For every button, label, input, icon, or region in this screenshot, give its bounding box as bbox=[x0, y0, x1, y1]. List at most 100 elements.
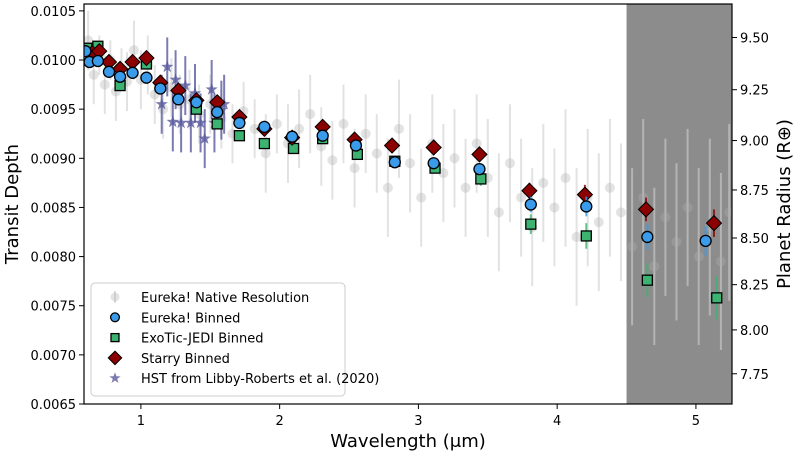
data-point bbox=[258, 137, 271, 150]
plot-area bbox=[84, 4, 732, 404]
x-tick-label: 1 bbox=[137, 414, 145, 429]
data-point bbox=[371, 148, 382, 159]
data-point bbox=[724, 207, 732, 218]
legend-label: ExoTic-JEDI Binned bbox=[141, 332, 263, 347]
data-point bbox=[184, 116, 197, 129]
legend-label: Eureka! Native Resolution bbox=[141, 291, 309, 306]
data-point bbox=[516, 192, 527, 203]
data-point bbox=[504, 158, 515, 169]
data-point bbox=[113, 70, 127, 83]
data-point bbox=[693, 251, 704, 262]
data-point bbox=[427, 157, 440, 170]
data-point bbox=[349, 163, 360, 174]
data-point bbox=[249, 123, 260, 134]
data-point bbox=[649, 261, 660, 272]
data-point bbox=[126, 66, 139, 79]
data-point bbox=[493, 207, 504, 218]
legend-label: HST from Libby-Roberts et al. (2020) bbox=[141, 372, 379, 387]
legend-marker-circle bbox=[109, 312, 121, 323]
data-point bbox=[637, 201, 655, 218]
data-point bbox=[233, 130, 246, 142]
axes-frame bbox=[83, 3, 733, 405]
axes: 1 2 3 4 5 0.0065 0.0070 0.0075 0.0080 0.0085 0.009… bbox=[31, 3, 769, 429]
y-right-tick-label: 8.50 bbox=[740, 232, 769, 247]
y-tick-label: 0.0075 bbox=[31, 300, 77, 315]
data-point bbox=[549, 202, 560, 213]
data-point bbox=[715, 256, 726, 267]
data-point bbox=[393, 123, 404, 134]
plot-content bbox=[84, 4, 732, 404]
y-tick-label: 0.0070 bbox=[31, 349, 77, 364]
y-right-tick-label: 9.50 bbox=[740, 32, 769, 47]
data-point bbox=[473, 162, 486, 176]
data-point bbox=[84, 45, 92, 58]
data-point bbox=[99, 79, 110, 90]
data-point bbox=[604, 182, 615, 193]
data-point bbox=[460, 182, 471, 193]
data-point bbox=[641, 230, 654, 244]
data-point bbox=[174, 116, 188, 129]
data-point bbox=[471, 138, 482, 149]
data-point bbox=[525, 218, 537, 230]
data-point bbox=[194, 116, 207, 129]
x-tick-label: 2 bbox=[276, 414, 284, 429]
y-axis-right-label: Planet Radius (R⊕) bbox=[774, 119, 795, 289]
data-point bbox=[91, 54, 105, 68]
x-tick-label: 3 bbox=[414, 414, 422, 429]
data-point bbox=[294, 123, 305, 134]
data-point bbox=[660, 212, 671, 223]
data-point bbox=[615, 207, 626, 218]
y-tick-label: 0.0095 bbox=[31, 103, 77, 118]
data-point bbox=[211, 118, 223, 130]
data-point bbox=[198, 132, 211, 144]
data-point bbox=[188, 86, 202, 99]
y-tick-label: 0.0090 bbox=[31, 152, 77, 167]
legend-label: Starry Binned bbox=[141, 352, 230, 367]
data-point bbox=[425, 139, 442, 156]
data-point bbox=[438, 168, 449, 179]
data-point bbox=[271, 118, 282, 129]
data-point bbox=[88, 69, 99, 80]
data-point bbox=[471, 146, 488, 163]
data-point bbox=[179, 79, 192, 91]
data-point bbox=[416, 192, 427, 203]
data-point bbox=[705, 214, 723, 232]
data-point bbox=[671, 236, 682, 247]
legend-marker-diamond bbox=[107, 350, 123, 366]
data-point bbox=[405, 158, 416, 169]
data-point bbox=[305, 109, 316, 120]
y-right-tick-label: 8.75 bbox=[740, 184, 769, 199]
data-point bbox=[449, 153, 460, 164]
legend-marker-square bbox=[110, 332, 120, 343]
data-point bbox=[475, 173, 487, 185]
data-point bbox=[580, 200, 593, 213]
data-point bbox=[190, 96, 203, 109]
data-point bbox=[285, 130, 299, 143]
x-tick-label: 4 bbox=[553, 414, 561, 429]
data-point bbox=[211, 105, 224, 119]
data-point bbox=[524, 198, 537, 211]
y-tick-label: 0.0105 bbox=[31, 5, 77, 20]
data-point bbox=[233, 116, 246, 130]
x-axis-label: Wavelength (μm) bbox=[330, 431, 486, 452]
data-point bbox=[172, 93, 185, 106]
data-point bbox=[627, 241, 638, 252]
y-tick-label: 0.0080 bbox=[31, 251, 77, 266]
data-point bbox=[140, 71, 153, 84]
data-point bbox=[641, 274, 654, 286]
series-eureka-binned bbox=[84, 45, 712, 256]
y-axis-label: Transit Depth bbox=[2, 144, 23, 265]
data-point bbox=[349, 139, 363, 152]
data-point bbox=[166, 115, 179, 128]
data-point bbox=[287, 142, 300, 155]
data-point bbox=[682, 202, 693, 213]
data-point bbox=[580, 230, 592, 242]
data-point bbox=[711, 292, 723, 304]
y-tick-label: 0.0065 bbox=[31, 398, 77, 413]
data-point bbox=[218, 97, 231, 110]
data-point bbox=[593, 217, 604, 228]
data-point bbox=[388, 156, 401, 169]
legend-box bbox=[90, 282, 346, 397]
legend-label: Eureka! Binned bbox=[141, 311, 240, 326]
